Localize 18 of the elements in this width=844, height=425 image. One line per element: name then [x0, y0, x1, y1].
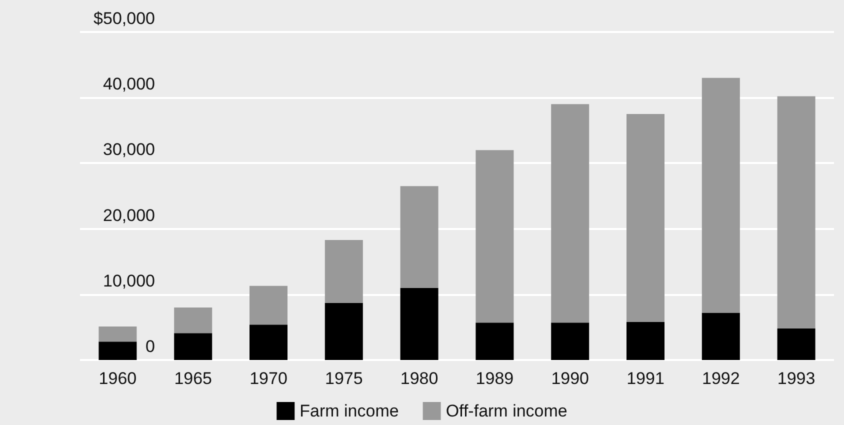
- x-tick-label: 1960: [98, 369, 137, 388]
- x-tick-label: 1975: [324, 369, 363, 388]
- x-tick-label: 1970: [250, 369, 288, 388]
- x-tick-label: 1992: [702, 369, 740, 388]
- legend-label: Farm income: [300, 402, 399, 420]
- x-tick-label: 1993: [777, 369, 816, 388]
- y-tick-label: 10,000: [103, 271, 155, 290]
- y-tick-label: 40,000: [103, 74, 155, 94]
- y-tick-label: 30,000: [103, 140, 155, 160]
- x-tick-label: 1980: [400, 369, 438, 388]
- x-tick-label: 1991: [626, 369, 664, 388]
- y-tick-label: $50,000: [94, 9, 155, 28]
- x-tick-label: 1989: [476, 369, 514, 388]
- legend-label: Off-farm income: [446, 402, 568, 420]
- y-tick-label: 20,000: [103, 206, 155, 225]
- x-tick-label: 1965: [174, 369, 212, 388]
- x-tick-label: 1990: [551, 369, 590, 388]
- y-tick-label: 0: [146, 337, 155, 356]
